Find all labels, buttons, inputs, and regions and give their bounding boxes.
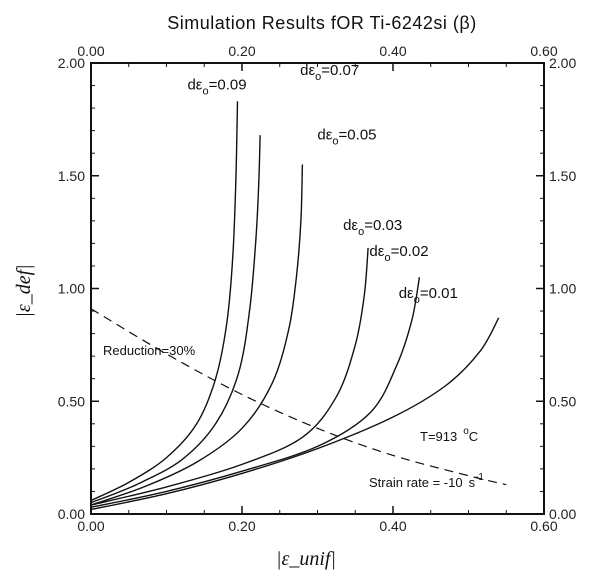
temperature-unit: C bbox=[469, 429, 478, 444]
series-label-2: dεo=0.07 bbox=[300, 62, 359, 83]
x-axis-label: |ε_unif| bbox=[276, 548, 336, 570]
temperature-annotation: T=913 oC bbox=[420, 426, 478, 444]
strain-rate-unit: s bbox=[469, 475, 476, 490]
y-tick-label-right: 1.50 bbox=[549, 168, 576, 184]
series-line-1 bbox=[90, 101, 239, 502]
x-tick-label-bottom: 0.40 bbox=[379, 518, 406, 534]
series-line-3 bbox=[90, 164, 304, 506]
series-line-5 bbox=[90, 277, 421, 508]
strain-rate-exponent: -1 bbox=[475, 472, 484, 483]
series-labels: dεo=0.09 dεo=0.07 dεo=0.05 dεo=0.03 dεo=0.02… bbox=[187, 62, 457, 306]
y-tick-label-right: 0.00 bbox=[549, 506, 576, 522]
x-tick-label-top: 0.20 bbox=[228, 43, 255, 59]
y-tick-label-right: 0.50 bbox=[549, 393, 576, 409]
series-label-5: dεo=0.02 bbox=[369, 243, 428, 264]
chart-title: Simulation Results fOR Ti-6242si (β) bbox=[167, 13, 476, 33]
y-tick-label-left: 0.00 bbox=[58, 506, 85, 522]
x-tick-label-bottom: 0.00 bbox=[77, 518, 104, 534]
data-series-group bbox=[90, 101, 500, 511]
y-tick-label-left: 1.50 bbox=[58, 168, 85, 184]
x-tick-label-bottom: 0.20 bbox=[228, 518, 255, 534]
reduction-annotation: Reduction=30% bbox=[103, 343, 196, 358]
x-tick-label-top: 0.60 bbox=[530, 43, 557, 59]
series-line-2 bbox=[90, 135, 261, 504]
temperature-degree: o bbox=[463, 426, 469, 437]
strain-rate-prefix: Strain rate = -10 bbox=[369, 475, 463, 490]
y-tick-label-right: 1.00 bbox=[549, 281, 576, 297]
series-line-6 bbox=[90, 317, 500, 511]
strain-rate-annotation: Strain rate = -10 s-1 bbox=[369, 472, 484, 490]
series-label-3: dεo=0.05 bbox=[317, 126, 376, 147]
series-label-6: dεo=0.01 bbox=[399, 285, 458, 306]
temperature-prefix: T=913 bbox=[420, 429, 457, 444]
x-tick-label-top: 0.00 bbox=[77, 43, 104, 59]
annotations: Reduction=30% T=913 oC Strain rate = -10 s… bbox=[103, 343, 484, 490]
axis-ticks bbox=[90, 62, 545, 515]
series-label-1: dεo=0.09 bbox=[187, 76, 246, 97]
reduction-line bbox=[90, 308, 507, 486]
y-tick-label-left: 1.00 bbox=[58, 281, 85, 297]
y-tick-label-left: 0.50 bbox=[58, 393, 85, 409]
x-tick-label-top: 0.40 bbox=[379, 43, 406, 59]
x-tick-label-bottom: 0.60 bbox=[530, 518, 557, 534]
series-line-4 bbox=[90, 247, 369, 506]
y-tick-label-left: 2.00 bbox=[58, 55, 85, 71]
series-label-4: dεo=0.03 bbox=[343, 217, 402, 238]
y-axis-label: |ε_def| bbox=[13, 264, 35, 317]
reduction-line-group bbox=[90, 308, 507, 486]
axis-tick-labels: 0.000.000.200.200.400.400.600.600.00 0.00… bbox=[58, 43, 577, 534]
y-tick-label-right: 2.00 bbox=[549, 55, 576, 71]
